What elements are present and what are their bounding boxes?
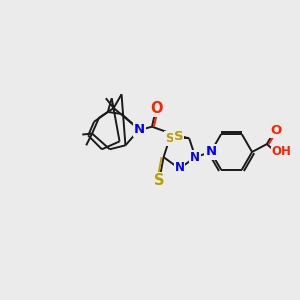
Text: S: S	[174, 130, 183, 143]
Text: OH: OH	[272, 146, 292, 158]
Text: N: N	[134, 123, 145, 136]
Text: O: O	[270, 124, 281, 137]
Text: N: N	[190, 151, 200, 164]
Text: N: N	[174, 161, 184, 174]
Text: S: S	[154, 173, 165, 188]
Text: S: S	[165, 132, 174, 145]
Text: O: O	[151, 100, 163, 116]
Text: N: N	[205, 146, 216, 158]
